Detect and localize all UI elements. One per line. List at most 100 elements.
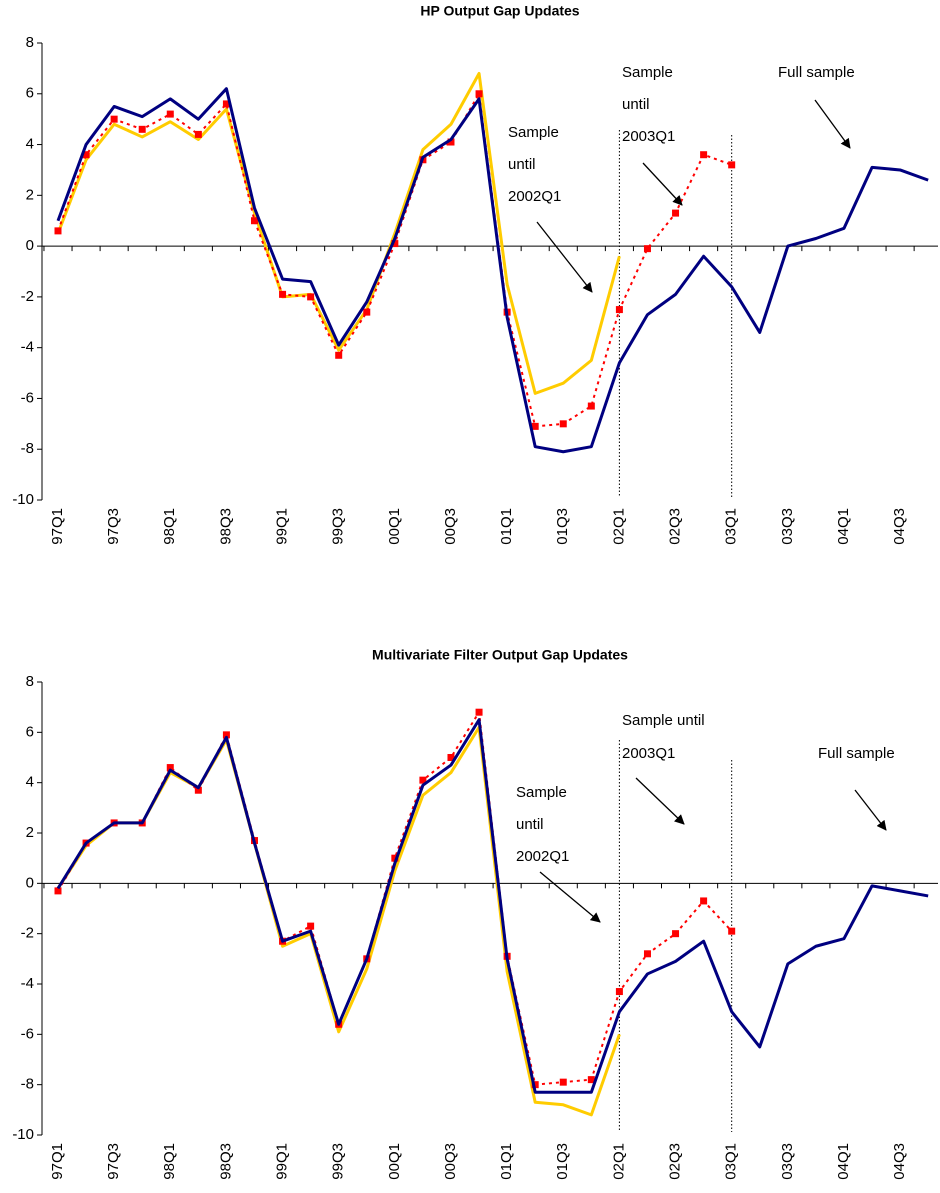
- data-point: [307, 922, 315, 930]
- x-tick-label: 99Q3: [330, 508, 347, 545]
- annotation: Full sample: [778, 64, 855, 81]
- annotation: until: [622, 96, 650, 113]
- data-point: [728, 161, 736, 169]
- series-line: [56, 87, 929, 454]
- x-tick-label: 98Q1: [161, 508, 178, 545]
- annotation-arrow: [814, 99, 851, 149]
- data-point: [643, 950, 651, 958]
- data-point: [166, 764, 174, 772]
- data-point: [672, 930, 680, 938]
- x-tick-label: 00Q1: [386, 508, 403, 545]
- data-point: [531, 1081, 539, 1089]
- y-tick-label: 0: [26, 874, 34, 891]
- y-tick-label: -10: [12, 491, 34, 508]
- data-point: [307, 293, 315, 301]
- data-point: [615, 988, 623, 996]
- y-tick-label: -8: [21, 440, 34, 457]
- data-point: [391, 854, 399, 862]
- y-tick-label: 0: [26, 237, 34, 254]
- chart: HP Output Gap Updates -10 -8 -6 -4 -2 0 2 4 6 8 97Q…: [12, 3, 938, 545]
- x-tick-label: 01Q3: [554, 508, 571, 545]
- x-tick-label: 03Q1: [723, 1143, 740, 1180]
- x-tick-label: 01Q1: [498, 1143, 515, 1180]
- annotation-arrow: [854, 789, 887, 831]
- y-tick-label: -2: [21, 925, 34, 942]
- y-tick-label: -4: [21, 975, 34, 992]
- data-point: [531, 422, 539, 430]
- data-point: [279, 290, 287, 298]
- x-tick-label: 98Q3: [217, 508, 234, 545]
- y-tick-label: -2: [21, 288, 34, 305]
- annotation: until: [508, 156, 536, 173]
- data-point: [222, 100, 230, 108]
- annotation-arrow: [539, 871, 601, 923]
- data-point: [194, 130, 202, 138]
- series-line: [57, 711, 733, 1086]
- annotation: until: [516, 816, 544, 833]
- x-tick-label: 98Q3: [217, 1143, 234, 1180]
- data-point: [447, 138, 455, 146]
- data-point: [54, 227, 62, 235]
- chart-title: Multivariate Filter Output Gap Updates: [372, 647, 628, 663]
- y-tick-label: 2: [26, 186, 34, 203]
- annotation: 2002Q1: [508, 188, 561, 205]
- data-point: [728, 927, 736, 935]
- data-point: [587, 1076, 595, 1084]
- chart: Multivariate Filter Output Gap Updates -1…: [12, 647, 938, 1180]
- x-tick-label: 01Q1: [498, 508, 515, 545]
- x-tick-label: 03Q1: [723, 508, 740, 545]
- chart-title: HP Output Gap Updates: [420, 3, 579, 19]
- data-point: [54, 887, 62, 895]
- data-point: [559, 420, 567, 428]
- annotation-arrow: [536, 221, 593, 293]
- series-line: [56, 71, 621, 395]
- data-point: [447, 754, 455, 761]
- data-point: [110, 115, 118, 123]
- y-tick-label: -8: [21, 1076, 34, 1093]
- data-point: [475, 90, 483, 98]
- x-tick-label: 97Q1: [49, 508, 66, 545]
- x-tick-label: 00Q1: [386, 1143, 403, 1180]
- annotation: Full sample: [818, 745, 895, 762]
- data-point: [419, 776, 427, 784]
- data-point: [700, 151, 708, 159]
- data-point: [475, 708, 483, 716]
- y-tick-label: 6: [26, 85, 34, 102]
- annotation: 2003Q1: [622, 745, 675, 762]
- y-tick-label: -10: [12, 1126, 34, 1143]
- y-tick-label: -4: [21, 339, 34, 356]
- x-tick-label: 04Q1: [835, 508, 852, 545]
- x-tick-label: 98Q1: [161, 1143, 178, 1180]
- y-tick-label: -6: [21, 389, 34, 406]
- data-point: [166, 110, 174, 118]
- y-tick-label: 8: [26, 673, 34, 690]
- data-point: [587, 402, 595, 410]
- annotation: 2002Q1: [516, 848, 569, 865]
- y-tick-label: 4: [26, 136, 34, 153]
- x-tick-label: 04Q1: [835, 1143, 852, 1180]
- data-point: [643, 245, 651, 253]
- x-tick-label: 04Q3: [891, 508, 908, 545]
- y-tick-label: 6: [26, 723, 34, 740]
- y-tick-label: 8: [26, 34, 34, 51]
- annotation-arrow: [642, 162, 683, 206]
- x-tick-label: 99Q1: [274, 508, 291, 545]
- x-tick-label: 03Q3: [779, 1143, 796, 1180]
- x-tick-label: 97Q3: [105, 1143, 122, 1180]
- y-tick-label: 4: [26, 774, 34, 791]
- data-point: [222, 731, 230, 739]
- data-point: [250, 217, 258, 225]
- x-tick-label: 03Q3: [779, 508, 796, 545]
- data-point: [700, 897, 708, 905]
- x-tick-label: 02Q1: [610, 508, 627, 545]
- data-point: [335, 351, 343, 359]
- data-point: [559, 1078, 567, 1086]
- x-tick-label: 02Q3: [667, 508, 684, 545]
- x-tick-label: 00Q3: [442, 508, 459, 545]
- data-point: [194, 786, 202, 794]
- data-point: [615, 306, 623, 314]
- annotation: Sample: [516, 784, 567, 801]
- x-tick-label: 04Q3: [891, 1143, 908, 1180]
- x-tick-label: 99Q3: [330, 1143, 347, 1180]
